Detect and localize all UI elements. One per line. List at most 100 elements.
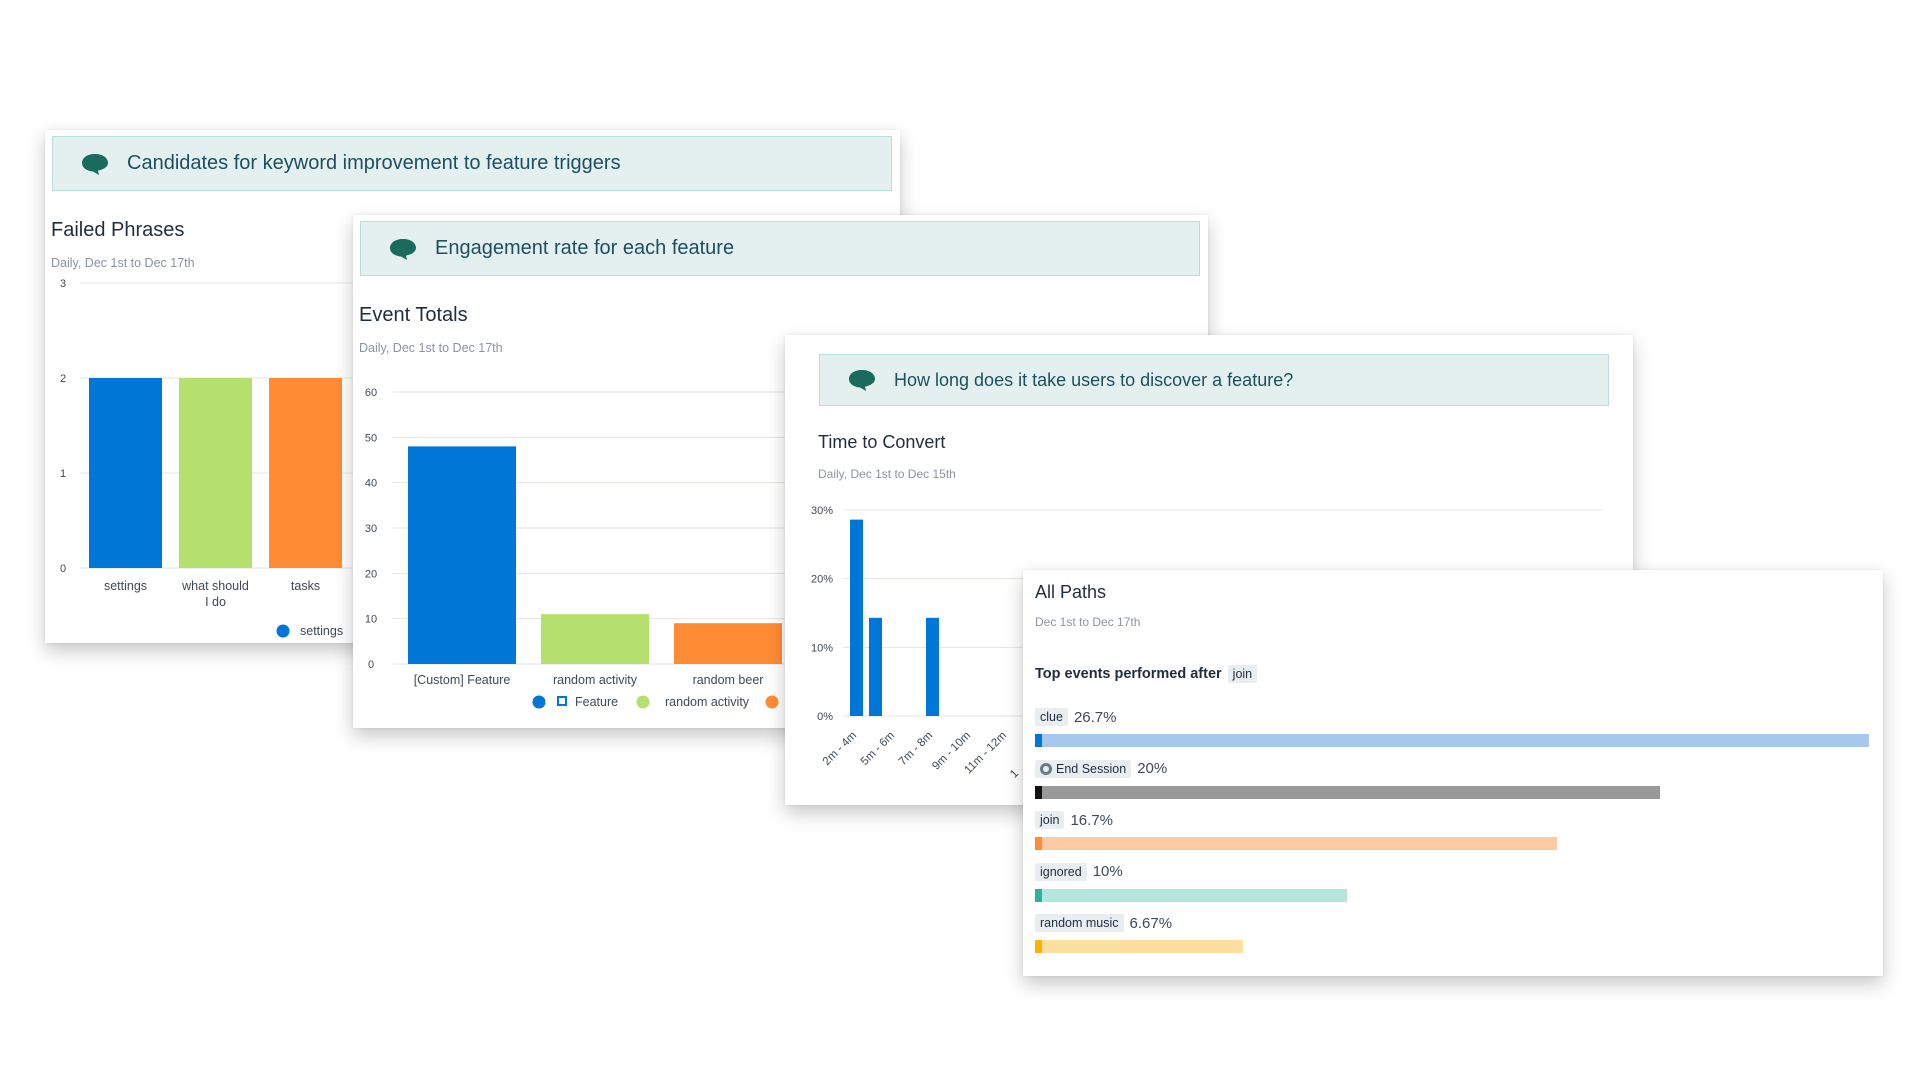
chart-subtitle: Daily, Dec 1st to Dec 17th bbox=[51, 256, 195, 270]
legend-marker bbox=[636, 695, 650, 709]
bar bbox=[269, 378, 342, 568]
all-paths-card: All Paths Dec 1st to Dec 17th Top events… bbox=[1023, 570, 1883, 976]
x-tick-label: random beer bbox=[693, 673, 764, 687]
y-tick-label: 2 bbox=[60, 373, 66, 385]
y-tick-label: 30% bbox=[811, 505, 833, 517]
y-tick-label: 0 bbox=[368, 659, 374, 671]
legend-marker bbox=[532, 695, 546, 709]
chart-subtitle: Dec 1st to Dec 17th bbox=[1035, 615, 1141, 629]
path-bar bbox=[1035, 940, 1244, 953]
chart-title: Time to Convert bbox=[818, 432, 946, 452]
path-item-label: End Session 20% bbox=[1035, 758, 1875, 780]
chat-bubble-icon bbox=[390, 238, 416, 260]
chart-title: Event Totals bbox=[359, 304, 468, 326]
feature-icon bbox=[557, 696, 567, 706]
event-name: random music bbox=[1040, 916, 1119, 930]
x-tick-label: settings bbox=[104, 579, 147, 593]
event-tag[interactable]: ignored bbox=[1035, 862, 1087, 881]
path-item-label: ignored 10% bbox=[1035, 861, 1875, 883]
bar bbox=[869, 617, 882, 716]
y-tick-label: 3 bbox=[60, 278, 66, 290]
y-tick-label: 30 bbox=[365, 523, 377, 535]
x-tick-label: 7m - 8m bbox=[897, 730, 935, 768]
path-bar-cap bbox=[1035, 734, 1042, 747]
path-bar-cap bbox=[1035, 888, 1042, 902]
banner-text: Engagement rate for each feature bbox=[435, 237, 735, 259]
path-bar-cap bbox=[1035, 785, 1042, 799]
x-tick-label: what should bbox=[181, 579, 249, 593]
event-percent: 6.67% bbox=[1129, 914, 1173, 932]
chart-subtitle: Daily, Dec 1st to Dec 17th bbox=[359, 341, 503, 355]
event-tag[interactable]: End Session bbox=[1035, 759, 1132, 778]
path-bar bbox=[1035, 734, 1869, 747]
event-tag[interactable]: join bbox=[1035, 811, 1065, 829]
y-tick-label: 0% bbox=[817, 711, 833, 723]
chart-title: All Paths bbox=[1035, 582, 1107, 602]
path-item-label: join 16.7% bbox=[1035, 809, 1875, 831]
legend-label: Feature bbox=[575, 695, 618, 709]
path-item-label: random music 6.67% bbox=[1035, 912, 1875, 934]
banner-text: Candidates for keyword improvement to fe… bbox=[127, 152, 621, 174]
bar bbox=[850, 519, 863, 716]
legend-marker bbox=[276, 624, 290, 638]
y-tick-label: 0 bbox=[60, 563, 66, 575]
y-tick-label: 10% bbox=[811, 642, 833, 654]
x-tick-label: random activity bbox=[553, 673, 638, 687]
end-session-icon bbox=[1040, 762, 1052, 775]
chat-bubble-icon bbox=[849, 370, 875, 391]
bar bbox=[89, 378, 162, 568]
event-name: join bbox=[1040, 813, 1060, 827]
x-tick-label: I do bbox=[205, 595, 226, 609]
insight-banner: Engagement rate for each feature bbox=[360, 221, 1200, 276]
chat-bubble-icon bbox=[82, 153, 108, 175]
banner-text: How long does it take users to discover … bbox=[894, 369, 1294, 390]
bar bbox=[926, 617, 939, 716]
legend-label: settings bbox=[300, 624, 343, 638]
failed-phrases-chart: 0 1 2 3 settings what should I do tasks settings bbox=[60, 278, 890, 638]
insight-banner: How long does it take users to discover … bbox=[819, 354, 1609, 406]
event-tag[interactable]: random music bbox=[1035, 914, 1124, 932]
event-percent: 20% bbox=[1137, 760, 1168, 777]
event-percent: 26.7% bbox=[1073, 708, 1117, 726]
path-item[interactable]: clue 26.7% bbox=[1035, 706, 1875, 758]
path-bar-cap bbox=[1035, 837, 1042, 850]
path-item[interactable]: ignored 10% bbox=[1035, 861, 1875, 913]
event-totals-chart: 0 10 20 30 40 50 60 [Custom] Feature random acti… bbox=[365, 387, 1198, 709]
event-name: ignored bbox=[1040, 864, 1082, 879]
path-bar bbox=[1035, 837, 1557, 850]
x-tick-label: [Custom] Feature bbox=[414, 673, 511, 687]
path-bar-cap bbox=[1035, 940, 1042, 953]
y-tick-label: 50 bbox=[365, 432, 377, 444]
chart-subtitle: Daily, Dec 1st to Dec 15th bbox=[818, 467, 956, 481]
path-bar bbox=[1035, 888, 1348, 902]
insight-banner: Candidates for keyword improvement to fe… bbox=[52, 136, 892, 191]
x-tick-label: tasks bbox=[291, 579, 320, 593]
y-tick-label: 60 bbox=[365, 387, 377, 399]
x-tick-label: 5m - 6m bbox=[859, 730, 897, 768]
path-bar bbox=[1035, 785, 1660, 799]
x-tick-label: 2m - 4m bbox=[821, 730, 859, 768]
event-name: clue bbox=[1040, 710, 1063, 724]
path-item-label: clue 26.7% bbox=[1035, 706, 1875, 728]
event-tag[interactable]: clue bbox=[1035, 708, 1068, 726]
legend-marker bbox=[765, 695, 779, 709]
y-tick-label: 20% bbox=[811, 574, 833, 586]
path-item[interactable]: join 16.7% bbox=[1035, 809, 1875, 861]
path-item[interactable]: End Session 20% bbox=[1035, 758, 1875, 810]
y-tick-label: 40 bbox=[365, 478, 377, 490]
paths-heading: Top events performed after join bbox=[1035, 665, 1258, 683]
paths-heading-text: Top events performed after bbox=[1035, 666, 1222, 682]
event-percent: 16.7% bbox=[1070, 811, 1114, 829]
event-name: End Session bbox=[1056, 761, 1127, 776]
event-tag[interactable]: join bbox=[1227, 665, 1258, 683]
x-tick-label-fragment: 1 bbox=[1008, 768, 1021, 781]
bar bbox=[541, 614, 649, 664]
bar bbox=[179, 378, 252, 568]
event-percent: 10% bbox=[1092, 863, 1123, 880]
chart-title: Failed Phrases bbox=[51, 219, 185, 241]
bar bbox=[674, 623, 782, 664]
legend-label: random activity bbox=[665, 695, 750, 709]
bar bbox=[408, 446, 516, 664]
y-tick-label: 10 bbox=[365, 614, 377, 626]
path-item[interactable]: random music 6.67% bbox=[1035, 912, 1875, 964]
